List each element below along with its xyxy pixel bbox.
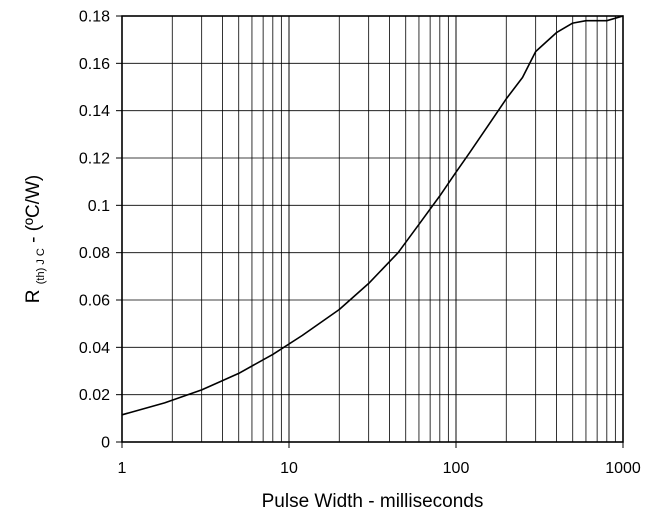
y-tick-label: 0.12	[79, 151, 110, 168]
x-tick-label: 1000	[605, 460, 641, 477]
y-axis-label: R (th) J C - (ºC/W)	[23, 175, 49, 304]
y-tick-label: 0.08	[79, 245, 110, 262]
x-tick-label: 10	[280, 460, 298, 477]
y-tick-label: 0.14	[79, 103, 110, 120]
y-tick-label: 0	[101, 435, 110, 452]
y-tick-label: 0.02	[79, 387, 110, 404]
y-axis-label-subscript: (th) J C	[35, 248, 47, 284]
y-tick-label: 0.04	[79, 340, 110, 357]
y-tick-label: 0.16	[79, 56, 110, 73]
series-lines	[121, 15, 624, 416]
x-axis-label: Pulse Width - milliseconds	[262, 491, 484, 512]
plot-frame	[121, 15, 624, 443]
x-tick-label: 100	[443, 460, 470, 477]
series-line	[121, 15, 624, 416]
y-tick-label: 0.06	[79, 293, 110, 310]
tick-labels: 0 0.02 0.04 0.06 0.08 0.1 0.12 0.14 0.16 0.18 1 10 1…	[79, 9, 641, 478]
y-axis-label-unit: - (ºC/W)	[23, 175, 44, 243]
y-tick-label: 0.18	[79, 9, 110, 26]
y-tick-label: 0.1	[88, 198, 110, 215]
y-axis-label-main: R	[23, 290, 44, 304]
x-tick-label: 1	[118, 460, 127, 477]
gridlines	[122, 16, 623, 442]
